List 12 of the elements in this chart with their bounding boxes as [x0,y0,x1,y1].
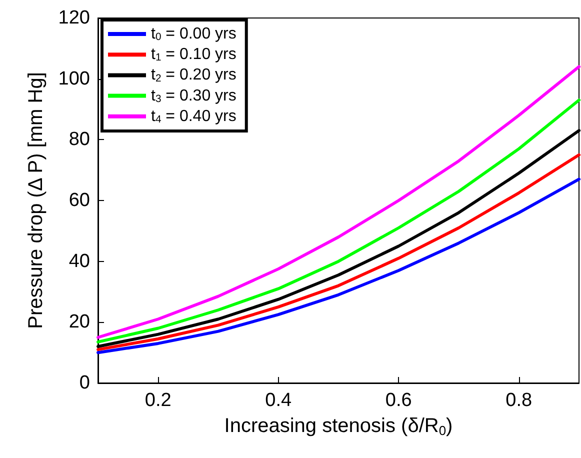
y-axis-title: Pressure drop (Δ P) [mm Hg] [25,72,47,329]
x-tick-label: 0.6 [385,390,412,411]
y-tick-label: 20 [68,312,90,333]
y-tick-label: 0 [79,372,90,394]
y-tick-label: 80 [68,129,90,150]
y-tick-label: 100 [58,68,90,90]
x-tick-label: 0.2 [144,390,172,411]
y-tick-label: 60 [68,190,90,211]
y-tick-label: 120 [58,8,90,28]
y-tick-label: 40 [68,250,90,272]
x-tick-label: 0.8 [506,390,532,411]
x-tick-label: 0.4 [265,390,292,411]
